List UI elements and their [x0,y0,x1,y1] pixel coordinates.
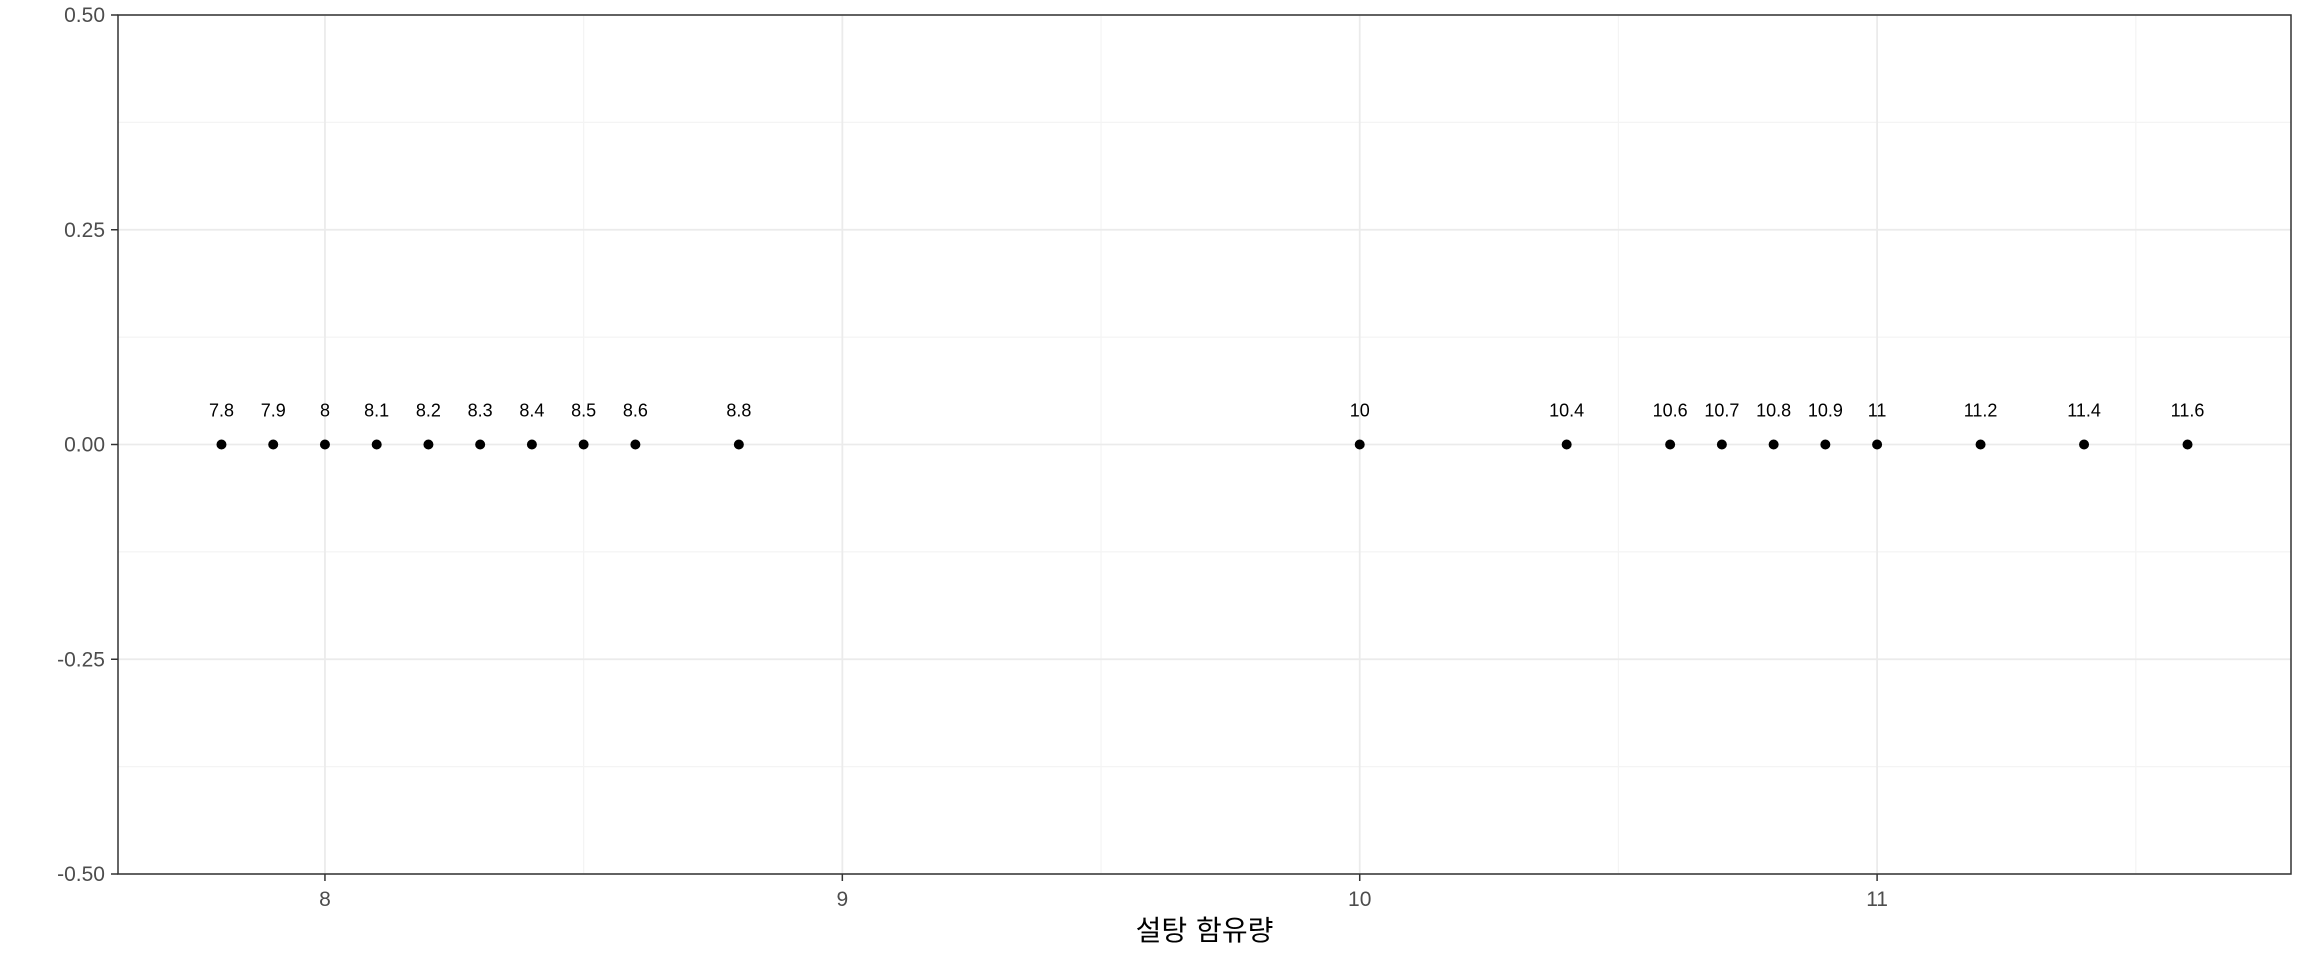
x-tick-label: 11 [1866,888,1888,911]
data-point [1872,439,1883,450]
data-point [1820,439,1831,450]
data-point-label: 10.7 [1704,401,1739,421]
data-point-label: 8.3 [468,401,493,421]
x-axis-title: 설탕 함유량 [1136,914,1274,947]
data-point [2079,439,2090,450]
y-tick-label: 0.00 [64,434,105,457]
data-point [423,439,434,450]
x-tick-label: 10 [1348,888,1371,911]
data-point-label: 8.2 [416,401,441,421]
data-point [526,439,537,450]
data-point [371,439,382,450]
data-point [475,439,486,450]
data-point-label: 7.8 [209,401,234,421]
data-point-label: 10.4 [1549,401,1584,421]
data-point-label: 8.8 [726,401,751,421]
data-point [268,439,279,450]
data-point-label: 8 [320,401,330,421]
data-point-label: 11.2 [1964,401,1998,421]
data-point [630,439,641,450]
data-point-label: 10.9 [1808,401,1843,421]
data-point-label: 10.8 [1756,401,1791,421]
data-point-label: 10.6 [1653,401,1688,421]
data-point-label: 8.6 [623,401,648,421]
data-point-label: 11.4 [2067,401,2101,421]
data-point [2182,439,2193,450]
data-point [578,439,589,450]
data-point-label: 7.9 [261,401,286,421]
x-axis: 8 9 10 11 [319,874,1888,911]
y-tick-label: -0.50 [57,863,105,886]
y-tick-label: 0.25 [64,219,105,242]
data-point [1975,439,1986,450]
data-points: 7.8 7.9 8 8.1 8.2 8.3 8.4 8.5 8.6 8.8 10 10.4 10.6 10… [209,401,2204,450]
data-point [1768,439,1779,450]
data-point [216,439,227,450]
grid-lines [118,14,2291,875]
data-point [319,439,330,450]
data-point [1665,439,1676,450]
data-point-label: 10 [1350,401,1370,421]
data-point [1561,439,1572,450]
data-point-label: 11 [1868,401,1887,421]
panel-border [117,14,2292,875]
data-point-label: 11.6 [2171,401,2205,421]
data-point [1716,439,1727,450]
data-point-label: 8.1 [364,401,389,421]
data-point [733,439,744,450]
data-point-label: 8.5 [571,401,596,421]
x-tick-label: 8 [319,888,331,911]
y-tick-label: -0.25 [57,648,105,671]
data-point [1354,439,1365,450]
y-tick-label: 0.50 [64,4,105,27]
data-point-label: 8.4 [519,401,544,421]
x-tick-label: 9 [836,888,848,911]
y-axis: -0.50 -0.25 0.00 0.25 0.50 [57,4,118,886]
